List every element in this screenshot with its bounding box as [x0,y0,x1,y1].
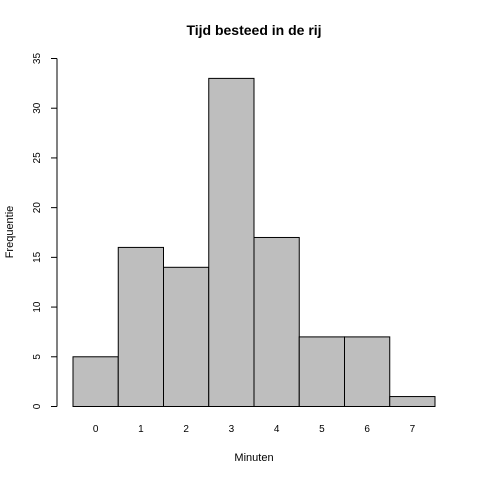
y-tick-label: 25 [32,152,43,164]
x-tick-label: 6 [364,424,370,435]
y-tick-label: 30 [32,102,43,114]
bar-4 [253,236,300,407]
x-tick-label: 0 [93,424,99,435]
y-tick-label: 10 [32,301,43,313]
y-axis: 0 5 10 15 20 25 30 35 [32,53,58,409]
y-tick-label: 5 [32,354,43,360]
chart-title: Tijd besteed in de rij [186,22,321,38]
bar-6 [344,336,391,407]
bar-1 [117,246,164,407]
bar-5 [298,336,345,407]
y-tick-label: 15 [32,251,43,263]
x-tick-label: 7 [410,424,416,435]
y-axis-label: Frequentie [4,206,16,259]
bar-0 [72,356,119,407]
y-tick-label: 20 [32,202,43,214]
x-tick-label: 2 [183,424,189,435]
bar-7 [389,396,436,407]
x-tick-label: 3 [229,424,235,435]
x-tick-label: 4 [274,424,280,435]
bar-2 [163,266,210,407]
x-axis-ticks: 0 1 2 3 4 5 6 7 [93,424,416,435]
x-tick-label: 1 [138,424,144,435]
x-tick-label: 5 [319,424,325,435]
y-tick-label: 0 [32,403,43,409]
x-axis-label: Minuten [234,452,273,464]
bar-3 [208,77,255,407]
bars-group [72,77,436,407]
y-tick-label: 35 [32,53,43,65]
